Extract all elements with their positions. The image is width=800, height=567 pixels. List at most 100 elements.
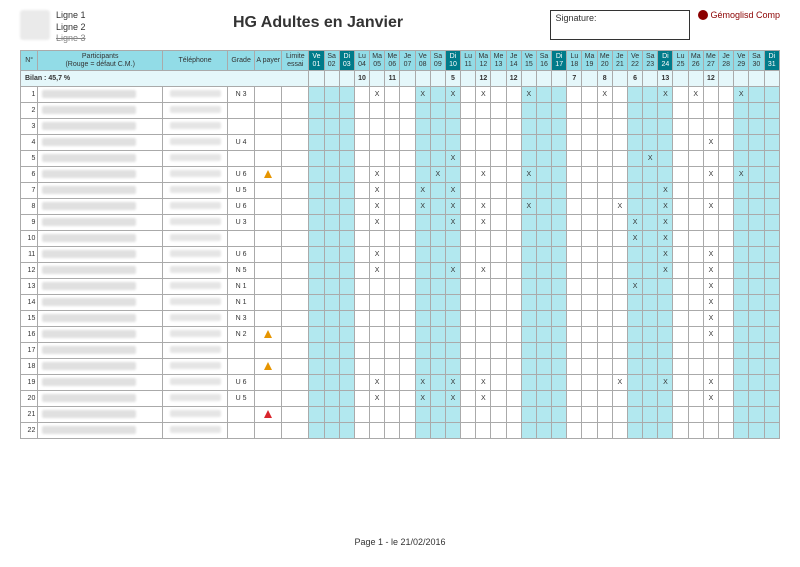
attendance-cell bbox=[612, 375, 627, 391]
attendance-cell bbox=[597, 279, 612, 295]
attendance-cell bbox=[749, 135, 764, 151]
attendance-cell bbox=[582, 391, 597, 407]
attendance-cell bbox=[385, 231, 400, 247]
day-header-23: Sa23 bbox=[643, 51, 658, 71]
attendance-cell bbox=[688, 295, 703, 311]
attendance-cell bbox=[597, 247, 612, 263]
row-grade: U 5 bbox=[228, 183, 255, 199]
attendance-cell bbox=[627, 151, 642, 167]
attendance-cell bbox=[521, 263, 536, 279]
attendance-cell bbox=[749, 199, 764, 215]
row-num: 7 bbox=[21, 183, 38, 199]
attendance-cell bbox=[354, 311, 369, 327]
row-name bbox=[38, 375, 163, 391]
attendance-cell bbox=[658, 375, 673, 391]
attendance-cell bbox=[688, 167, 703, 183]
attendance-cell bbox=[597, 135, 612, 151]
day-header-03: Di03 bbox=[339, 51, 354, 71]
attendance-cell bbox=[430, 183, 445, 199]
attendance-cell bbox=[430, 87, 445, 103]
attendance-cell bbox=[309, 167, 324, 183]
row-pay bbox=[255, 103, 282, 119]
row-tel bbox=[163, 135, 228, 151]
row-grade bbox=[228, 423, 255, 439]
attendance-cell bbox=[461, 327, 476, 343]
attendance-cell bbox=[430, 119, 445, 135]
attendance-cell bbox=[749, 343, 764, 359]
attendance-cell bbox=[703, 87, 718, 103]
attendance-cell bbox=[552, 279, 567, 295]
attendance-cell bbox=[521, 247, 536, 263]
attendance-cell bbox=[309, 423, 324, 439]
attendance-cell bbox=[734, 167, 749, 183]
row-pay bbox=[255, 359, 282, 375]
day-header-07: Je07 bbox=[400, 51, 415, 71]
attendance-cell bbox=[658, 135, 673, 151]
attendance-cell bbox=[703, 407, 718, 423]
attendance-cell bbox=[673, 375, 688, 391]
attendance-cell bbox=[339, 423, 354, 439]
table-row: 13N 1 bbox=[21, 279, 780, 295]
row-limit bbox=[282, 215, 309, 231]
attendance-cell bbox=[552, 311, 567, 327]
table-row: 19U 6 bbox=[21, 375, 780, 391]
col-a-payer: A payer bbox=[255, 51, 282, 71]
attendance-cell bbox=[506, 407, 521, 423]
attendance-cell bbox=[627, 375, 642, 391]
attendance-cell bbox=[339, 199, 354, 215]
table-row: 6U 6 bbox=[21, 167, 780, 183]
attendance-cell bbox=[461, 279, 476, 295]
attendance-cell bbox=[658, 359, 673, 375]
attendance-cell bbox=[734, 311, 749, 327]
attendance-cell bbox=[658, 167, 673, 183]
attendance-cell bbox=[673, 295, 688, 311]
row-num: 18 bbox=[21, 359, 38, 375]
attendance-cell bbox=[430, 343, 445, 359]
attendance-cell bbox=[627, 343, 642, 359]
attendance-cell bbox=[476, 199, 491, 215]
row-tel bbox=[163, 343, 228, 359]
row-name bbox=[38, 311, 163, 327]
attendance-cell bbox=[734, 215, 749, 231]
attendance-cell bbox=[627, 423, 642, 439]
attendance-cell bbox=[506, 343, 521, 359]
attendance-cell bbox=[703, 311, 718, 327]
table-row: 1N 3 bbox=[21, 87, 780, 103]
row-name bbox=[38, 103, 163, 119]
attendance-cell bbox=[582, 279, 597, 295]
attendance-cell bbox=[719, 279, 734, 295]
attendance-cell bbox=[354, 119, 369, 135]
page-footer: Page 1 - le 21/02/2016 bbox=[0, 537, 800, 547]
attendance-cell bbox=[552, 327, 567, 343]
attendance-cell bbox=[506, 215, 521, 231]
row-num: 9 bbox=[21, 215, 38, 231]
bilan-cell: 13 bbox=[658, 71, 673, 87]
attendance-cell bbox=[582, 407, 597, 423]
attendance-cell bbox=[445, 407, 460, 423]
attendance-cell bbox=[582, 119, 597, 135]
table-row: 15N 3 bbox=[21, 311, 780, 327]
row-grade bbox=[228, 119, 255, 135]
attendance-cell bbox=[476, 135, 491, 151]
attendance-cell bbox=[597, 359, 612, 375]
attendance-cell bbox=[491, 279, 506, 295]
attendance-cell bbox=[582, 311, 597, 327]
row-limit bbox=[282, 311, 309, 327]
table-row: 3 bbox=[21, 119, 780, 135]
day-header-16: Sa16 bbox=[536, 51, 551, 71]
row-grade bbox=[228, 407, 255, 423]
attendance-cell bbox=[430, 199, 445, 215]
attendance-cell bbox=[370, 279, 385, 295]
attendance-cell bbox=[506, 151, 521, 167]
attendance-cell bbox=[688, 375, 703, 391]
row-grade: N 1 bbox=[228, 295, 255, 311]
attendance-cell bbox=[476, 359, 491, 375]
attendance-cell bbox=[719, 231, 734, 247]
attendance-cell bbox=[445, 87, 460, 103]
day-header-12: Ma12 bbox=[476, 51, 491, 71]
attendance-cell bbox=[430, 359, 445, 375]
row-grade: N 1 bbox=[228, 279, 255, 295]
warning-icon bbox=[264, 170, 272, 178]
attendance-cell bbox=[567, 263, 582, 279]
attendance-cell bbox=[552, 359, 567, 375]
